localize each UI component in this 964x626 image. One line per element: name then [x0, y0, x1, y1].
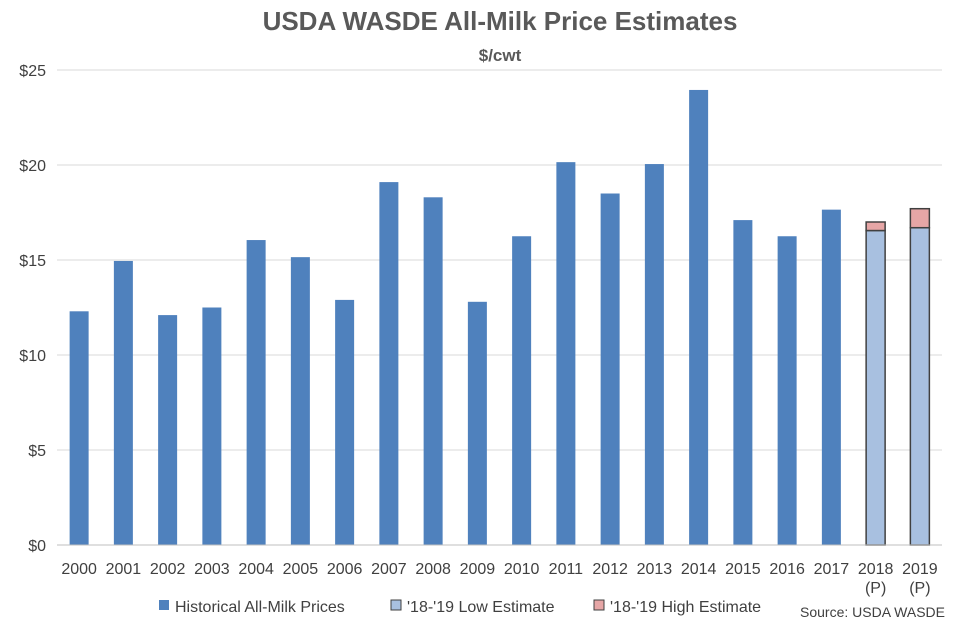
y-tick-label: $10 [19, 348, 46, 365]
x-tick-label: 2002 [150, 561, 186, 578]
x-tick-label: 2019 [902, 561, 938, 578]
chart-title: USDA WASDE All-Milk Price Estimates [263, 6, 738, 36]
x-axis: 2000 2001 2002 2003 2004 2005 2006 2007 2008 2009… [61, 561, 937, 597]
bar-low-estimate-2018 [865, 229, 886, 546]
legend-swatch-high-estimate [593, 599, 605, 611]
bar-historical-2014 [689, 89, 709, 545]
x-tick-label: 2000 [61, 561, 97, 578]
bar-historical-2008 [423, 197, 443, 546]
bar-historical-2004 [246, 240, 266, 546]
gridlines [57, 69, 942, 451]
bar-historical-2010 [512, 236, 532, 545]
bar-historical-2005 [290, 257, 310, 545]
bar-historical-2002 [158, 315, 178, 545]
source-note: Source: USDA WASDE [800, 604, 945, 620]
x-tick-label: 2017 [814, 561, 850, 578]
legend-label-high-estimate: '18-'19 High Estimate [610, 599, 761, 616]
legend: Historical All-Milk Prices '18-'19 Low E… [159, 599, 761, 616]
bar-low-estimate-2019 [909, 226, 931, 546]
bar-high-estimate-2018 [865, 221, 886, 232]
x-tick-label: 2011 [549, 561, 584, 578]
bar-historical-2017 [821, 209, 841, 545]
bar-historical-2000 [69, 311, 89, 545]
x-tick-sublabel: (P) [865, 580, 886, 597]
x-tick-sublabel: (P) [909, 580, 930, 597]
y-tick-label: $25 [19, 63, 46, 80]
y-tick-label: $15 [19, 253, 46, 270]
legend-item-historical: Historical All-Milk Prices [159, 599, 345, 616]
x-tick-label: 2004 [238, 561, 274, 578]
bar-historical-2012 [600, 193, 620, 545]
bar-high-estimate-2019 [909, 207, 931, 229]
x-tick-label: 2018 [858, 561, 894, 578]
x-tick-label: 2014 [681, 561, 717, 578]
x-tick-label: 2010 [504, 561, 540, 578]
legend-item-low-estimate: '18-'19 Low Estimate [390, 599, 555, 616]
bar-historical-2006 [335, 299, 355, 545]
x-tick-label: 2012 [592, 561, 628, 578]
bar-historical-2015 [733, 220, 753, 545]
bar-historical-2003 [202, 307, 222, 545]
legend-swatch-low-estimate [390, 599, 402, 611]
legend-item-high-estimate: '18-'19 High Estimate [593, 599, 761, 616]
x-tick-label: 2007 [371, 561, 407, 578]
x-tick-label: 2001 [106, 561, 142, 578]
y-tick-label: $20 [19, 158, 46, 175]
bar-historical-2001 [113, 260, 133, 545]
legend-label-low-estimate: '18-'19 Low Estimate [407, 599, 555, 616]
x-tick-label: 2016 [769, 561, 805, 578]
legend-swatch-historical [159, 600, 169, 610]
y-tick-label: $0 [28, 538, 46, 555]
bars [69, 89, 931, 546]
x-tick-label: 2006 [327, 561, 363, 578]
x-tick-label: 2009 [460, 561, 496, 578]
bar-historical-2016 [777, 236, 797, 545]
x-tick-label: 2008 [415, 561, 451, 578]
x-tick-label: 2015 [725, 561, 761, 578]
y-axis: $0 $5 $10 $15 $20 $25 [19, 63, 46, 555]
bar-historical-2013 [644, 164, 664, 546]
bar-historical-2007 [379, 182, 399, 545]
y-tick-label: $5 [28, 443, 46, 460]
bar-historical-2009 [467, 301, 487, 545]
x-tick-label: 2005 [283, 561, 319, 578]
bar-historical-2011 [556, 162, 576, 545]
chart-subtitle: $/cwt [479, 46, 522, 65]
x-tick-label: 2003 [194, 561, 230, 578]
legend-label-historical: Historical All-Milk Prices [175, 599, 345, 616]
x-tick-label: 2013 [637, 561, 673, 578]
